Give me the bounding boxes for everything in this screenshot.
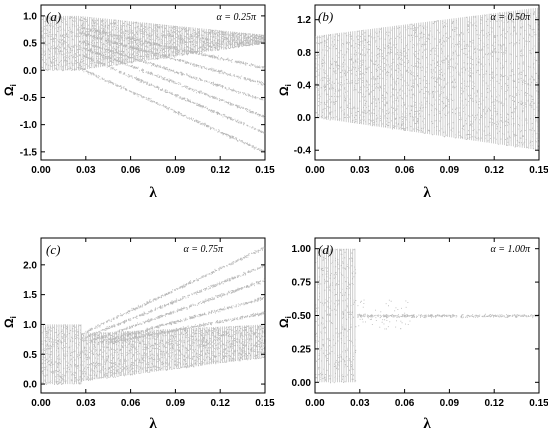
scatter-marks — [41, 245, 266, 385]
scatter-marks — [315, 248, 540, 384]
scatter-points — [315, 7, 540, 151]
y-tick-label: -0.4 — [294, 146, 312, 157]
x-tick-label: 0.15 — [529, 398, 548, 409]
y-tick-label: 0.50 — [292, 311, 312, 322]
scatter-points — [315, 248, 540, 384]
x-tick-label: 0.09 — [166, 165, 186, 176]
scatter-marks — [41, 15, 266, 154]
y-tick-label: 1.00 — [292, 244, 312, 255]
panel-label: (d) — [318, 242, 333, 257]
y-tick-label: 0.0 — [297, 113, 311, 124]
x-tick-label: 0.00 — [31, 165, 51, 176]
y-tick-label: 0.5 — [23, 350, 37, 361]
x-tick-label: 0.09 — [440, 398, 460, 409]
x-tick-label: 0.15 — [255, 165, 275, 176]
alpha-annotation: α = 0.50π — [490, 12, 530, 23]
y-tick-label: 1.0 — [23, 11, 37, 22]
x-tick-label: 0.12 — [210, 165, 230, 176]
y-axis-label: Ωi — [2, 84, 18, 96]
axis-ticks: 0.00 0.03 0.06 0.09 0.12 0.15 2.0 1.5 1.0 0.5 0.0 — [23, 238, 275, 409]
y-tick-label: -1.5 — [20, 147, 38, 158]
panel-label: (b) — [318, 9, 333, 24]
x-tick-label: 0.15 — [529, 165, 548, 176]
x-tick-label: 0.00 — [305, 398, 325, 409]
y-tick-label: 0.0 — [23, 66, 37, 77]
y-axis-label: Ωi — [277, 316, 293, 328]
y-axis-label: Ωi — [2, 316, 18, 328]
axis-ticks: 0.00 0.03 0.06 0.09 0.12 0.15 1.0 0.5 0.0 -0.5 -1.… — [20, 5, 275, 176]
y-tick-label: -1.0 — [20, 120, 38, 131]
y-tick-label: 0.0 — [23, 380, 37, 391]
y-tick-label: 2.0 — [23, 260, 37, 271]
x-tick-label: 0.03 — [76, 398, 96, 409]
x-tick-label: 0.03 — [350, 398, 370, 409]
alpha-annotation: α = 0.75π — [183, 244, 223, 255]
x-tick-label: 0.09 — [440, 165, 460, 176]
x-tick-label: 0.09 — [166, 398, 186, 409]
x-tick-label: 0.06 — [121, 165, 141, 176]
x-tick-label: 0.06 — [395, 165, 415, 176]
y-tick-label: 0.75 — [292, 278, 312, 289]
y-tick-label: 0.5 — [23, 39, 37, 50]
panel-c: 0.00 0.03 0.06 0.09 0.12 0.152.01.51.00.50.0 … — [2, 237, 275, 432]
x-axis-label: λ — [423, 416, 431, 432]
y-tick-label: 0.8 — [297, 48, 311, 59]
x-tick-label: 0.00 — [305, 165, 325, 176]
x-tick-label: 0.12 — [484, 398, 504, 409]
x-axis-label: λ — [149, 185, 157, 201]
panel-b: 0.00 0.03 0.06 0.09 0.12 0.15 1.2 0.8 0.4 0.0 -0.4… — [277, 4, 548, 201]
alpha-annotation: α = 0.25π — [216, 12, 256, 23]
panel-a: 0.00 0.03 0.06 0.09 0.12 0.15 1.0 0.5 0.0 -0.5 -1.… — [2, 4, 275, 201]
y-tick-label: -0.5 — [20, 93, 38, 104]
scatter-points — [41, 245, 266, 385]
panel-label: (c) — [46, 242, 60, 257]
x-tick-label: 0.06 — [121, 398, 141, 409]
y-tick-label: 0.25 — [292, 344, 312, 355]
scatter-points — [41, 15, 266, 154]
x-tick-label: 0.03 — [76, 165, 96, 176]
y-axis-label: Ωi — [277, 84, 293, 96]
x-tick-label: 0.12 — [210, 398, 230, 409]
x-axis-label: λ — [149, 416, 157, 432]
y-tick-label: 1.0 — [23, 320, 37, 331]
x-tick-label: 0.12 — [484, 165, 504, 176]
y-tick-label: 0.00 — [292, 378, 312, 389]
x-tick-label: 0.15 — [255, 398, 275, 409]
scatter-marks — [315, 7, 540, 151]
plot-frame — [40, 4, 266, 161]
panel-d: 0.00 0.03 0.06 0.09 0.12 0.15 1.00 0.75 0.50 0.25… — [277, 237, 548, 432]
plot-frame — [40, 237, 266, 394]
alpha-annotation: α = 1.00π — [490, 244, 530, 255]
y-tick-label: 1.5 — [23, 290, 37, 301]
panel-label: (a) — [46, 9, 61, 24]
x-tick-label: 0.06 — [395, 398, 415, 409]
x-axis-label: λ — [423, 185, 431, 201]
x-tick-label: 0.00 — [31, 398, 51, 409]
x-tick-label: 0.03 — [350, 165, 370, 176]
y-tick-label: 0.4 — [297, 80, 311, 91]
y-tick-label: 1.2 — [297, 15, 311, 26]
axis-ticks: 0.00 0.03 0.06 0.09 0.12 0.15 1.2 0.8 0.4 0.0 -0.4 — [294, 5, 548, 176]
axis-ticks: 0.00 0.03 0.06 0.09 0.12 0.15 1.00 0.75 0.50 0.25… — [292, 238, 548, 409]
